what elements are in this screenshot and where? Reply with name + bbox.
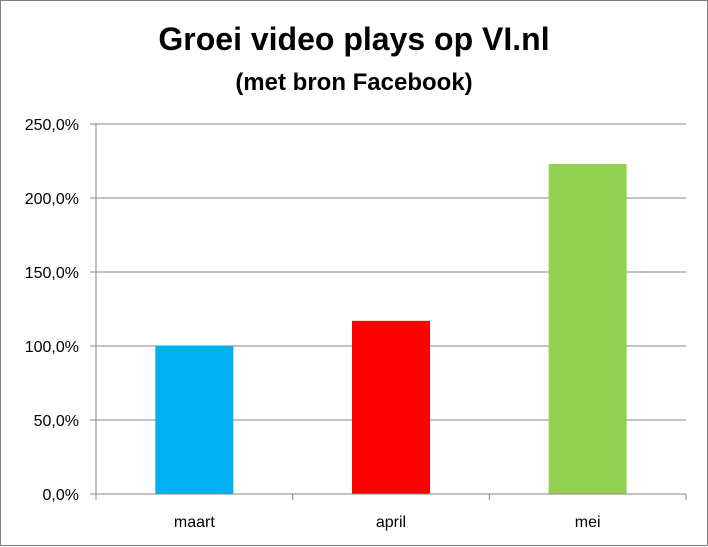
axes — [90, 123, 687, 500]
bar-april — [352, 320, 430, 494]
x-tick-label: maart — [174, 514, 215, 531]
y-tick-label: 150,0% — [25, 265, 79, 282]
y-tick-label: 200,0% — [25, 191, 79, 208]
bars — [155, 163, 627, 494]
tick-labels: 0,0% 50,0% 100,0% 150,0% 200,0% 250,0% maart ap… — [25, 117, 601, 531]
x-tick-label: mei — [575, 514, 601, 531]
y-tick-label: 100,0% — [25, 339, 79, 356]
y-tick-label: 0,0% — [43, 487, 79, 504]
x-tick-label: april — [376, 514, 406, 531]
chart-title: Groei video plays op VI.nl — [158, 21, 550, 57]
bar-maart — [155, 346, 234, 494]
y-tick-label: 250,0% — [25, 117, 79, 134]
chart-subtitle: (met bron Facebook) — [235, 69, 473, 96]
bar-mei — [548, 163, 627, 494]
y-tick-label: 50,0% — [34, 413, 79, 430]
